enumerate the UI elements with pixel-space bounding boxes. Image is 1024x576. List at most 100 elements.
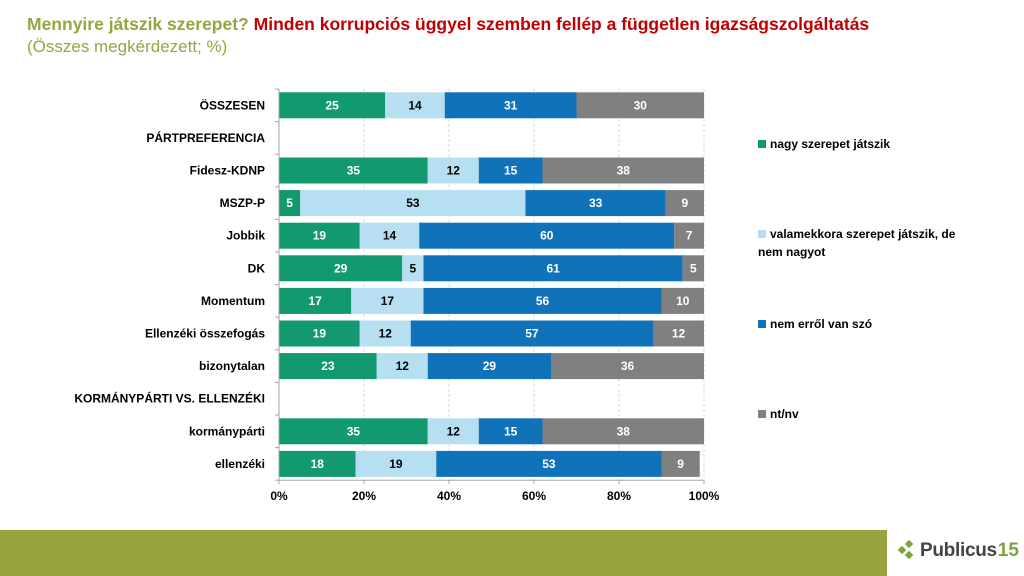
bar-segment (376, 353, 428, 380)
chart-title: Mennyire játszik szerepet? Minden korrup… (27, 14, 869, 35)
logo-text: Publicus (920, 540, 997, 561)
bar-segment (279, 450, 356, 477)
category-labels: ÖSSZESEN PÁRTPREFERENCIA Fidesz-KDNP MSZP-P… (74, 97, 265, 471)
category-label: bizonytalan (199, 359, 265, 373)
data-label: 15 (504, 424, 518, 438)
bar-segment (351, 287, 424, 314)
legend-item-nt-nv: nt/nv (758, 405, 998, 423)
logo-diamonds-icon (897, 540, 914, 560)
data-label: 5 (690, 261, 697, 275)
category-label: ellenzéki (215, 457, 265, 471)
bar-segment (682, 255, 704, 282)
data-label: 33 (589, 196, 603, 210)
data-label: 36 (621, 359, 635, 373)
chart-subtitle: (Összes megkérdezett; %) (27, 37, 228, 56)
data-label: 29 (483, 359, 497, 373)
bar-segment (661, 287, 704, 314)
bar-segment (410, 320, 653, 347)
bar-segment (279, 222, 360, 249)
data-label: 31 (504, 98, 518, 112)
data-label: 23 (321, 359, 335, 373)
category-label: PÁRTPREFERENCIA (146, 130, 265, 145)
category-label: Fidesz-KDNP (190, 164, 265, 178)
bar-segment (674, 222, 704, 249)
data-label: 38 (617, 424, 631, 438)
bar-segment (419, 222, 675, 249)
data-label: 60 (540, 229, 554, 243)
title-statement: Minden korrupciós üggyel szemben fellép … (253, 14, 870, 34)
bar-segment (436, 450, 662, 477)
data-label: 12 (447, 424, 461, 438)
bar-segment (402, 255, 424, 282)
bar-segment (427, 353, 551, 380)
data-label: 12 (672, 327, 686, 341)
category-label: kormánypárti (189, 424, 265, 438)
bar-segment (551, 353, 704, 380)
data-label: 7 (686, 229, 693, 243)
bar-segment (279, 190, 301, 217)
bar-segment (300, 190, 526, 217)
data-label: 19 (313, 327, 327, 341)
legend-item-nem-errol: nem erről van szó (758, 315, 998, 333)
legend-item-nagy: nagy szerepet játszik (758, 135, 998, 153)
x-tick-label: 60% (522, 489, 546, 503)
x-tick-label: 20% (352, 489, 376, 503)
footer-bar (0, 530, 887, 576)
bar-segment (653, 320, 704, 347)
x-tick-label: 0% (270, 489, 288, 503)
data-label: 17 (381, 294, 395, 308)
data-label: 18 (311, 457, 325, 471)
bar-segment (576, 92, 704, 119)
data-label: 56 (536, 294, 550, 308)
data-label: 19 (389, 457, 403, 471)
data-label: 19 (313, 229, 327, 243)
category-label: Ellenzéki összefogás (145, 327, 265, 341)
data-label: 30 (634, 98, 648, 112)
x-tick-label: 100% (689, 489, 720, 503)
axes (275, 88, 705, 485)
legend-label: nagy szerepet játszik (770, 137, 891, 151)
x-tick-label: 40% (437, 489, 461, 503)
legend-swatch-icon (758, 230, 766, 238)
bar-segment (665, 190, 704, 217)
data-label: 17 (308, 294, 322, 308)
data-label: 25 (325, 98, 339, 112)
bar-segment (279, 287, 352, 314)
bar-segment (359, 222, 420, 249)
bar-segment (542, 157, 704, 184)
data-label: 14 (408, 98, 422, 112)
data-label: 9 (677, 457, 684, 471)
data-label: 5 (286, 196, 293, 210)
category-label: Jobbik (226, 229, 265, 243)
bar-segment (279, 157, 428, 184)
legend-swatch-icon (758, 320, 766, 328)
data-label: 12 (396, 359, 410, 373)
bar-segment (355, 450, 437, 477)
bar-segment (542, 418, 704, 445)
data-label: 61 (546, 261, 560, 275)
data-label: 14 (383, 229, 397, 243)
bar-segment (427, 418, 479, 445)
bar-segment (279, 418, 428, 445)
bar-segment (279, 255, 403, 282)
category-label: Momentum (201, 294, 265, 308)
legend-label: valamekkora szerepet játszik, de (770, 227, 956, 241)
bar-segment (478, 157, 543, 184)
data-label: 5 (410, 261, 417, 275)
bar-segment (444, 92, 577, 119)
bar-segment (427, 157, 479, 184)
data-label: 38 (617, 164, 631, 178)
bar-segment (359, 320, 411, 347)
bar-segment (478, 418, 543, 445)
data-label: 10 (676, 294, 690, 308)
legend-label-line2: nem nagyot (758, 245, 826, 259)
logo-number: 15 (997, 540, 1019, 561)
legend-swatch-icon (758, 410, 766, 418)
data-label: 15 (504, 164, 518, 178)
bar-segment (385, 92, 445, 119)
x-tick-labels: 0% 20% 40% 60% 80% 100% (270, 489, 719, 503)
data-label: 9 (682, 196, 689, 210)
bar-segment (423, 255, 683, 282)
legend-label: nem erről van szó (770, 317, 873, 331)
